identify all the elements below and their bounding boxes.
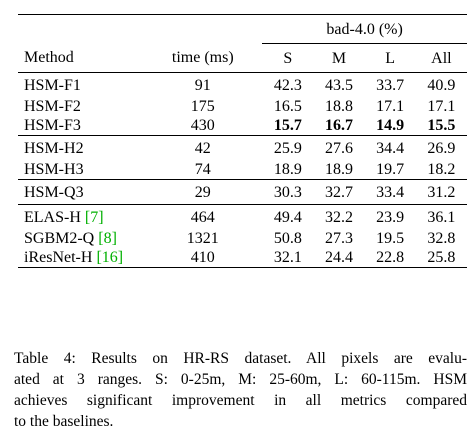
results-table-container: bad-4.0 (%) Method time (ms) S M L All H…	[18, 14, 467, 268]
cell-time: 175	[190, 98, 215, 115]
method-name: HSM-F3	[24, 117, 81, 134]
cell-method: iResNet-H [16]	[18, 248, 144, 268]
cell-time: 42	[143, 135, 263, 160]
cell-s: 25.9	[262, 135, 314, 160]
caption-line: achieves significant improvement in all …	[14, 392, 467, 409]
table-row: HSM-H2 42 25.9 27.6 34.4 26.9	[18, 135, 467, 160]
column-header-all: All	[415, 43, 467, 73]
cell-time: 74	[194, 161, 211, 178]
cell-method: HSM-F3	[18, 116, 143, 136]
cell-l: 23.9	[364, 204, 416, 229]
column-header-l: L	[364, 43, 416, 73]
table-row: HSM-Q3 29 30.3 32.7 33.4 31.2	[18, 179, 467, 205]
cell-all: 26.9	[415, 135, 467, 160]
table-header-row-group: bad-4.0 (%)	[18, 14, 467, 44]
method-name: SGBM2-Q	[24, 230, 99, 247]
cell-m: 18.9	[325, 161, 353, 178]
cell-l: 33.4	[364, 179, 416, 205]
cell-time: 1321	[186, 230, 219, 247]
cell-method: HSM-Q3	[18, 179, 144, 205]
cell-m: 16.7	[325, 117, 353, 134]
citation-link[interactable]: [8]	[98, 230, 117, 247]
cell-all: 25.8	[415, 248, 467, 268]
table-header-row-columns: Method time (ms) S M L All	[18, 43, 467, 73]
cell-all: 17.1	[427, 98, 456, 115]
cell-all: 40.9	[427, 76, 456, 94]
cell-s: 32.1	[262, 248, 314, 268]
bad-metric-header: bad-4.0 (%)	[262, 14, 467, 44]
method-name: HSM-H3	[24, 161, 84, 178]
cell-l: 22.8	[364, 248, 416, 268]
cell-all: 18.2	[427, 161, 456, 178]
cell-all: 31.2	[415, 179, 467, 205]
cell-all: 15.5	[427, 117, 456, 134]
cell-s: 49.4	[262, 204, 314, 229]
cell-time: 464	[143, 204, 263, 229]
cell-time: 410	[143, 248, 263, 268]
cell-l: 34.4	[364, 135, 416, 160]
caption-line: to the baselines.	[14, 413, 114, 430]
cell-method: ELAS-H [7]	[18, 204, 144, 229]
cell-l: 17.1	[376, 98, 405, 115]
table-row: iResNet-H [16] 410 32.1 24.4 22.8 25.8	[18, 248, 467, 268]
table-row: HSM-H3 74 18.9 18.9 19.7 18.2	[18, 160, 467, 180]
table-row: SGBM2-Q [8] 1321 50.8 27.3 19.5 32.8	[18, 229, 467, 248]
cell-method: HSM-H2	[18, 135, 144, 160]
column-header-s: S	[262, 43, 314, 73]
cell-s: 16.5	[273, 98, 302, 115]
table-row: HSM-F1 91 42.3 43.5 33.7 40.9	[18, 73, 467, 98]
cell-method: HSM-H3	[18, 160, 143, 180]
cell-l: 14.9	[376, 117, 405, 134]
method-name: iResNet-H	[24, 249, 97, 266]
table-caption: Table 4: Results on HR-RS dataset. All p…	[14, 348, 467, 432]
cell-method: HSM-F2	[18, 97, 143, 116]
method-name: HSM-Q3	[24, 183, 84, 201]
cell-time: 91	[194, 76, 211, 94]
cell-all: 32.8	[427, 230, 456, 247]
cell-all: 36.1	[415, 204, 467, 229]
table-row: HSM-F2 175 16.5 18.8 17.1 17.1	[18, 97, 467, 116]
cell-m: 32.2	[313, 204, 365, 229]
cell-m: 32.7	[313, 179, 365, 205]
cell-s: 30.3	[262, 179, 314, 205]
citation-link[interactable]: [16]	[96, 249, 124, 266]
cell-s: 15.7	[273, 117, 302, 134]
cell-method: HSM-F1	[18, 73, 143, 98]
results-table: bad-4.0 (%) Method time (ms) S M L All H…	[18, 14, 467, 268]
method-name: ELAS-H	[24, 208, 85, 226]
cell-s: 18.9	[273, 161, 302, 178]
cell-l: 19.7	[376, 161, 405, 178]
cell-m: 27.3	[325, 230, 353, 247]
cell-l: 19.5	[376, 230, 405, 247]
cell-s: 50.8	[273, 230, 302, 247]
column-header-m: M	[313, 43, 365, 73]
cell-m: 27.6	[313, 135, 365, 160]
cell-m: 18.8	[325, 98, 353, 115]
cell-m: 24.4	[313, 248, 365, 268]
cell-s: 42.3	[273, 76, 302, 94]
caption-line: Table 4: Results on HR-RS dataset. All p…	[14, 350, 467, 367]
table-row: HSM-F3 430 15.7 16.7 14.9 15.5	[18, 116, 467, 136]
method-name: HSM-F1	[24, 76, 81, 94]
cell-method: SGBM2-Q [8]	[18, 229, 143, 248]
cell-time: 430	[190, 117, 215, 134]
cell-m: 43.5	[325, 76, 353, 94]
cell-l: 33.7	[376, 76, 405, 94]
caption-line: ated at 3 ranges. S: 0-25m, M: 25-60m, L…	[14, 371, 467, 388]
method-name: HSM-H2	[24, 139, 84, 157]
cell-time: 29	[143, 179, 263, 205]
citation-link[interactable]: [7]	[84, 208, 104, 226]
column-header-time: time (ms)	[143, 43, 263, 73]
method-name: HSM-F2	[24, 98, 81, 115]
column-header-method: Method	[18, 43, 144, 73]
table-row: ELAS-H [7] 464 49.4 32.2 23.9 36.1	[18, 204, 467, 229]
